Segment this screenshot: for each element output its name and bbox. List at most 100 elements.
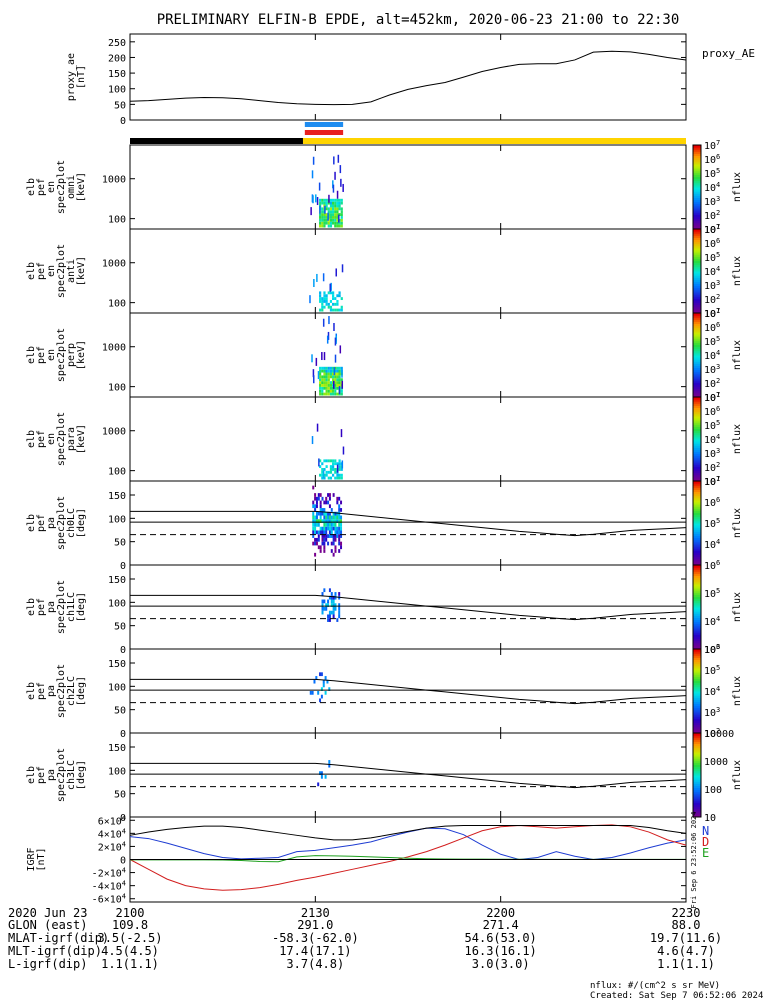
spec-pixel [336,392,339,396]
colorbar-cell [693,447,701,450]
colorbar-tick-label: 103 [704,195,720,208]
spec-pixel [334,381,337,385]
colorbar-cell [693,476,701,480]
pa-pixel [319,771,322,775]
pa-pixel [314,504,317,509]
colorbar-tick-label: 103 [704,363,720,376]
y-tick-label: 150 [108,491,126,502]
colorbar-cell [693,371,701,375]
colorbar-cell [693,195,701,198]
colorbar-cell [693,331,701,335]
y-tick-label: 0 [120,729,126,740]
colorbar-cell [693,659,701,663]
pa-pixel [330,592,333,596]
colorbar-cell [693,470,701,474]
spec-pixel [321,392,324,396]
spec-pixel [334,462,337,466]
y-tick-label: 150 [108,69,126,80]
spec-pixel [340,392,343,396]
spec-pixel [321,473,324,477]
colorbar-cell [693,237,701,240]
pa-pixel [323,537,326,542]
pa-pixel [330,549,333,553]
science-zone-red [304,130,344,135]
spec-speck [333,156,335,165]
colorbar-cell [693,686,701,690]
colorbar-cell [693,319,701,322]
spec-speck [318,182,321,191]
colorbar-cell [693,646,701,650]
colorbar-label: nflux [732,592,743,622]
loss-cone-line [130,762,687,789]
colorbar-tick-label: 102 [704,461,720,474]
spec-pixel [325,381,328,385]
colorbar-cell [693,315,701,318]
colorbar-cell [693,676,701,679]
spec-speck [316,273,318,282]
colorbar-cell [693,180,701,184]
colorbar-tick-label: 107 [704,391,720,404]
colorbar-cell [693,153,701,156]
pa-pixel [338,607,341,611]
ylabel-line: en [46,181,57,193]
pa-pixel [328,760,331,764]
spec-pixel [338,468,341,471]
y-tick-label: 0 [120,813,126,824]
colorbar-cell [693,772,701,776]
spec-speck [310,207,312,216]
spec-pixel [332,207,335,211]
colorbar-cell [693,310,701,314]
pa-pixel [312,526,315,531]
ylabel-line: pa [46,685,57,697]
igrf-series-n [129,827,687,861]
spec-pixel [340,221,343,225]
panel-frame [129,33,687,121]
spec-pixel [329,221,333,225]
spec-pixel [327,305,330,309]
spec-pixel [334,476,337,480]
colorbar-cell [693,613,701,616]
pa-pixel [323,599,326,604]
pa-pixel [320,775,323,779]
spec-pixel [329,476,333,480]
spec-pixel [340,216,343,219]
pa-pixel [314,508,317,512]
spec-pixel [319,378,322,382]
pa-pixel [323,607,326,611]
colorbar-tick-label: 106 [704,237,720,250]
pa-pixel [317,496,320,501]
colorbar-cell [693,434,701,438]
spec-pixel [332,468,335,471]
pa-pixel [325,496,328,501]
spec-pixel [321,386,324,390]
spec-speck [312,156,315,165]
colorbar-cell [693,537,701,541]
spec-pixel [336,372,339,376]
colorbar-cell [693,271,701,274]
pa-pixel [328,530,331,535]
spec-speck [321,352,323,361]
panel-frame [129,564,687,650]
colorbar-cell [693,287,701,291]
pa-pixel [334,592,337,596]
colorbar-cell [693,747,701,751]
colorbar-cell [693,632,701,635]
footer-units: nflux: #/(cm^2 s sr MeV) [590,981,720,991]
colorbar-cell [693,806,701,810]
colorbar-cell [693,602,701,606]
spec-speck [312,369,315,378]
spec-speck [328,316,330,325]
spec-pixel [319,297,322,301]
pa-pixel [325,515,328,520]
pa-pixel [332,595,335,600]
pa-pixel [336,534,339,538]
colorbar-cell [693,300,701,303]
pa-pixel [325,534,328,538]
spec-speck [315,194,317,203]
colorbar-cell [693,730,701,734]
pa-pixel [334,534,337,538]
colorbar-cell [693,336,701,339]
spec-pixel [334,372,337,376]
